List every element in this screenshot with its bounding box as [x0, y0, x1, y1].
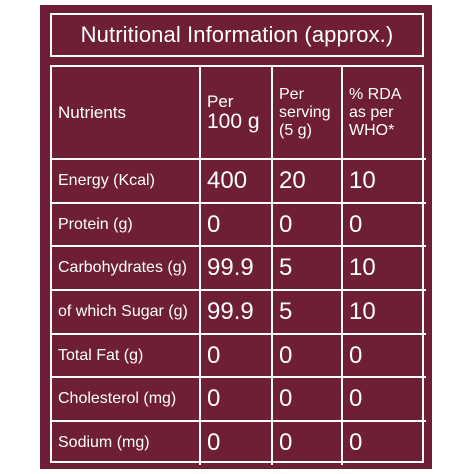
- per-100g-cell: 0: [199, 420, 273, 465]
- nutrition-table-wrapper: Nutrients Per 100 g Per serving (5 g) % …: [50, 65, 426, 465]
- per-serving-cell: 5: [271, 289, 343, 335]
- per-serving-cell: 20: [271, 158, 343, 204]
- header-nutrients-label: Nutrients: [58, 102, 127, 122]
- nutrient-cell: Energy (Kcal): [52, 158, 201, 204]
- per-100g-cell: 0: [199, 201, 273, 248]
- nutrient-cell: Protein (g): [52, 201, 201, 248]
- rda-cell: 10: [341, 289, 426, 335]
- header-per-serving-line3: (5 g): [279, 121, 312, 139]
- rda-cell: 0: [341, 376, 426, 423]
- nutrition-panel: Nutritional Information (approx.) Nutrie…: [40, 5, 432, 469]
- rda-cell: 10: [341, 158, 426, 204]
- table-title: Nutritional Information (approx.): [50, 13, 424, 57]
- table-row: Cholesterol (mg) 0 0 0: [52, 376, 426, 423]
- table-row: Carbohydrates (g) 99.9 5 10: [52, 245, 426, 292]
- header-row: Nutrients Per 100 g Per serving (5 g) % …: [52, 67, 426, 160]
- header-per-serving: Per serving (5 g): [271, 67, 343, 160]
- table-row: Sodium (mg) 0 0 0: [52, 420, 426, 465]
- per-100g-cell: 99.9: [199, 289, 273, 335]
- header-per-100g-line2: 100 g: [207, 110, 260, 133]
- nutrient-cell: Cholesterol (mg): [52, 376, 201, 423]
- table-row: Energy (Kcal) 400 20 10: [52, 158, 426, 204]
- table-row: of which Sugar (g) 99.9 5 10: [52, 289, 426, 335]
- per-serving-cell: 0: [271, 376, 343, 423]
- per-100g-cell: 0: [199, 376, 273, 423]
- per-100g-cell: 400: [199, 158, 273, 204]
- nutrient-cell: Total Fat (g): [52, 332, 201, 379]
- per-serving-cell: 0: [271, 420, 343, 465]
- header-per-serving-line2: serving: [279, 103, 331, 121]
- nutrient-cell: of which Sugar (g): [52, 289, 201, 335]
- rda-cell: 0: [341, 201, 426, 248]
- header-rda-line3: WHO*: [349, 121, 395, 139]
- nutrition-table: Nutrients Per 100 g Per serving (5 g) % …: [52, 67, 426, 465]
- table-row: Protein (g) 0 0 0: [52, 201, 426, 248]
- rda-cell: 10: [341, 245, 426, 292]
- header-rda-line1: % RDA: [349, 85, 402, 103]
- per-serving-cell: 5: [271, 245, 343, 292]
- header-per-100g: Per 100 g: [199, 67, 273, 160]
- header-rda: % RDA as per WHO*: [341, 67, 426, 160]
- per-100g-cell: 99.9: [199, 245, 273, 292]
- rda-cell: 0: [341, 420, 426, 465]
- rda-cell: 0: [341, 332, 426, 379]
- table-row: Total Fat (g) 0 0 0: [52, 332, 426, 379]
- header-nutrients: Nutrients: [52, 67, 201, 160]
- nutrient-cell: Carbohydrates (g): [52, 245, 201, 292]
- header-rda-line2: as per: [349, 103, 394, 121]
- header-per-serving-line1: Per: [279, 85, 304, 103]
- per-serving-cell: 0: [271, 332, 343, 379]
- per-100g-cell: 0: [199, 332, 273, 379]
- header-per-100g-line1: Per: [207, 92, 234, 111]
- nutrient-cell: Sodium (mg): [52, 420, 201, 465]
- per-serving-cell: 0: [271, 201, 343, 248]
